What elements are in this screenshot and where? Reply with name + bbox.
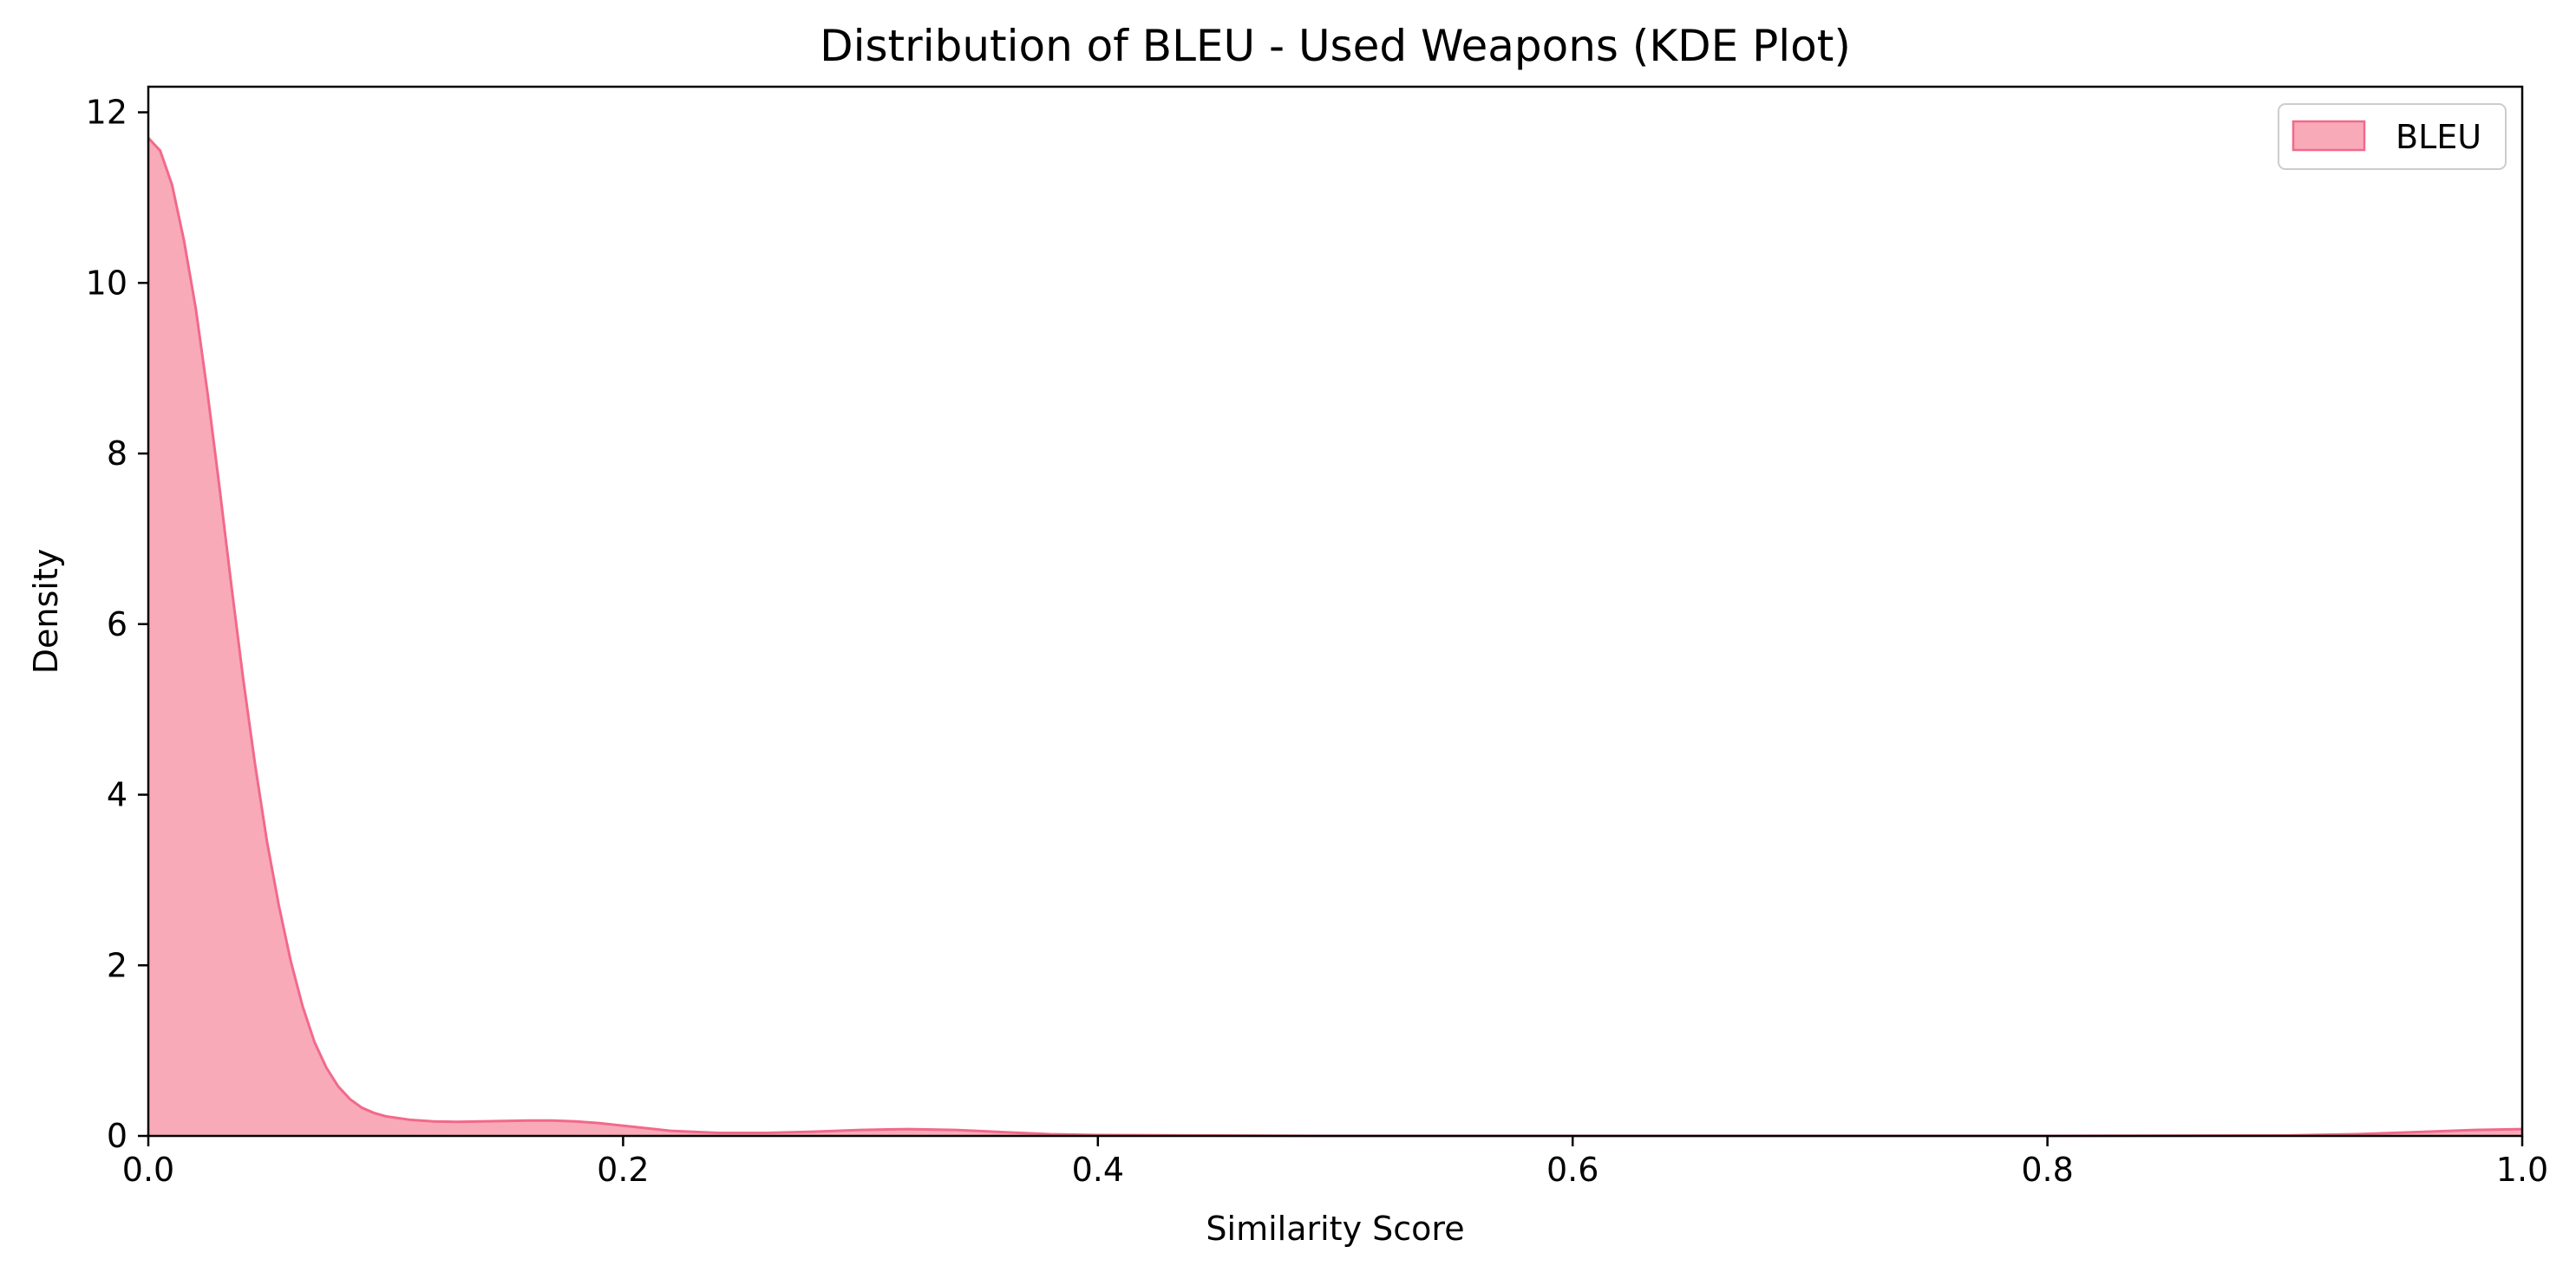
kde-line-bleu <box>147 137 2523 1138</box>
y-axis-label: Density <box>27 549 65 674</box>
legend-label-bleu: BLEU <box>2396 118 2481 156</box>
x-tick-label: 0.6 <box>1546 1151 1599 1189</box>
y-tick-label: 8 <box>107 434 127 473</box>
y-tick-label: 10 <box>86 264 127 302</box>
x-tick-label: 1.0 <box>2496 1151 2548 1189</box>
ticks-layer: 0.0 0.2 0.4 0.6 0.8 1.0 0 2 4 6 8 10 12 <box>86 94 2549 1189</box>
y-tick-label: 6 <box>107 605 127 643</box>
plot-layer <box>147 137 2523 1138</box>
legend-swatch-bleu <box>2292 120 2366 152</box>
legend: BLEU <box>2278 103 2507 170</box>
kde-area-bleu <box>148 138 2522 1136</box>
x-tick-label: 0.4 <box>1072 1151 1124 1189</box>
x-tick-label: 0.8 <box>2021 1151 2073 1189</box>
chart-title: Distribution of BLEU - Used Weapons (KDE… <box>820 21 1851 71</box>
x-axis-label: Similarity Score <box>1206 1210 1464 1248</box>
y-tick-label: 4 <box>107 776 127 814</box>
y-tick-label: 12 <box>86 94 127 132</box>
x-tick-label: 0.0 <box>122 1151 174 1189</box>
y-tick-label: 0 <box>107 1117 127 1155</box>
y-tick-label: 2 <box>107 946 127 984</box>
axes-frame <box>147 85 2524 1138</box>
x-tick-label: 0.2 <box>597 1151 649 1189</box>
